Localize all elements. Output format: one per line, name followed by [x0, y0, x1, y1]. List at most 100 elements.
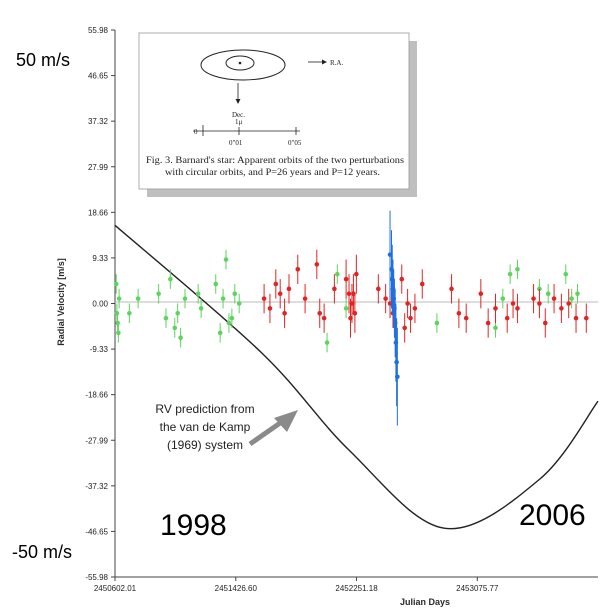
data-point: [113, 281, 119, 287]
data-point: [115, 320, 120, 326]
data-point: [583, 315, 589, 321]
y-tick-label: 18.66: [88, 208, 109, 217]
data-point: [569, 296, 574, 301]
inset-ra-label: R.A.: [330, 59, 343, 67]
data-point: [500, 296, 506, 301]
data-point: [537, 301, 542, 306]
inner-orbit: [225, 55, 255, 71]
data-point: [399, 276, 405, 282]
label-top-velocity: 50 m/s: [16, 50, 70, 70]
data-point: [114, 310, 120, 316]
data-point: [575, 291, 580, 297]
data-point: [198, 306, 204, 311]
y-tick-label: -27.99: [85, 436, 108, 445]
data-point: [405, 301, 410, 306]
y-tick-label: 27.99: [88, 163, 109, 172]
inset-zero-label: 0: [194, 128, 198, 136]
data-point: [449, 286, 454, 292]
data-point: [376, 286, 381, 292]
data-point: [510, 301, 516, 306]
y-tick-label: 37.32: [88, 117, 109, 126]
data-point: [314, 262, 320, 267]
data-point: [383, 296, 388, 301]
data-point: [402, 325, 407, 331]
inset-mu-label: 1μ: [235, 118, 243, 126]
y-tick-label: -18.66: [85, 391, 108, 400]
data-point: [335, 271, 340, 277]
data-point: [545, 291, 551, 297]
annotation-line-3: (1969) system: [167, 438, 243, 452]
y-tick-label: 46.65: [88, 72, 109, 81]
data-point: [394, 359, 399, 365]
data-point: [559, 306, 564, 311]
outer-orbit: [200, 49, 286, 81]
inset-dec-label: Dec.: [232, 111, 245, 119]
data-point: [116, 330, 121, 336]
data-point: [343, 306, 349, 311]
y-tick-label: 9.33: [92, 254, 108, 263]
data-point: [493, 306, 498, 311]
y-tick-label: -9.33: [90, 345, 109, 354]
data-point: [156, 291, 161, 297]
data-point: [493, 325, 498, 331]
data-point: [226, 320, 232, 326]
data-point: [127, 310, 132, 316]
prediction-curve: [114, 224, 599, 530]
data-point: [295, 267, 301, 272]
inset-figure: R.A. Dec. 0 1μ 0"01 0"05 Fig. 3. Barnard…: [138, 32, 417, 197]
data-point: [135, 296, 141, 301]
data-point: [504, 315, 510, 321]
data-point: [178, 335, 183, 340]
data-point: [434, 320, 440, 326]
inset-scale-mid: 0"01: [229, 139, 243, 147]
data-point: [213, 281, 219, 287]
arrow-icon: [248, 410, 298, 447]
y-tick-label: 55.98: [88, 26, 109, 35]
label-year-end: 2006: [519, 499, 586, 532]
data-point: [273, 281, 279, 287]
data-point: [566, 301, 572, 306]
data-point: [354, 271, 359, 277]
data-point: [220, 296, 226, 301]
y-tick-label: 0.00: [92, 300, 108, 309]
inset-scale-end: 0"05: [288, 139, 302, 147]
data-point: [515, 306, 520, 311]
data-point: [223, 257, 229, 262]
data-point: [515, 267, 520, 272]
label-bottom-velocity: -50 m/s: [12, 542, 72, 562]
data-point: [172, 325, 178, 331]
data-point: [175, 310, 180, 316]
label-year-start: 1998: [160, 509, 227, 542]
y-ticks: 55.98 46.65 37.32 27.99 18.66 9.33 0.00 -9.33 -1…: [85, 26, 115, 582]
data-point: [163, 315, 169, 321]
data-point: [232, 291, 238, 297]
data-point: [352, 310, 358, 316]
y-tick-label: -55.98: [85, 573, 108, 582]
inset-caption-line-1: Fig. 3. Barnard's star: Apparent orbits …: [146, 155, 404, 166]
data-point: [563, 271, 569, 277]
data-point: [343, 276, 349, 282]
x-tick-label: 2450602.01: [94, 584, 137, 593]
data-point: [302, 296, 308, 301]
data-point: [551, 296, 557, 301]
data-point: [485, 320, 491, 326]
data-point: [277, 291, 283, 297]
data-point: [412, 306, 418, 311]
annotation-line-1: RV prediction from: [155, 402, 254, 416]
data-point: [542, 320, 548, 326]
data-point: [324, 340, 330, 345]
data-point: [346, 291, 352, 297]
data-point: [478, 291, 484, 297]
data-point: [168, 276, 173, 282]
data-points: [113, 210, 589, 426]
x-tick-label: 2452251.18: [335, 584, 378, 593]
data-point: [286, 286, 292, 292]
data-point: [531, 296, 536, 301]
data-point: [229, 315, 235, 321]
data-point: [419, 281, 425, 287]
y-tick-label: -46.65: [85, 527, 108, 536]
data-point: [317, 310, 323, 316]
inset-caption-line-2: with circular orbits, and P=26 years and…: [165, 168, 380, 178]
data-point: [573, 315, 579, 321]
